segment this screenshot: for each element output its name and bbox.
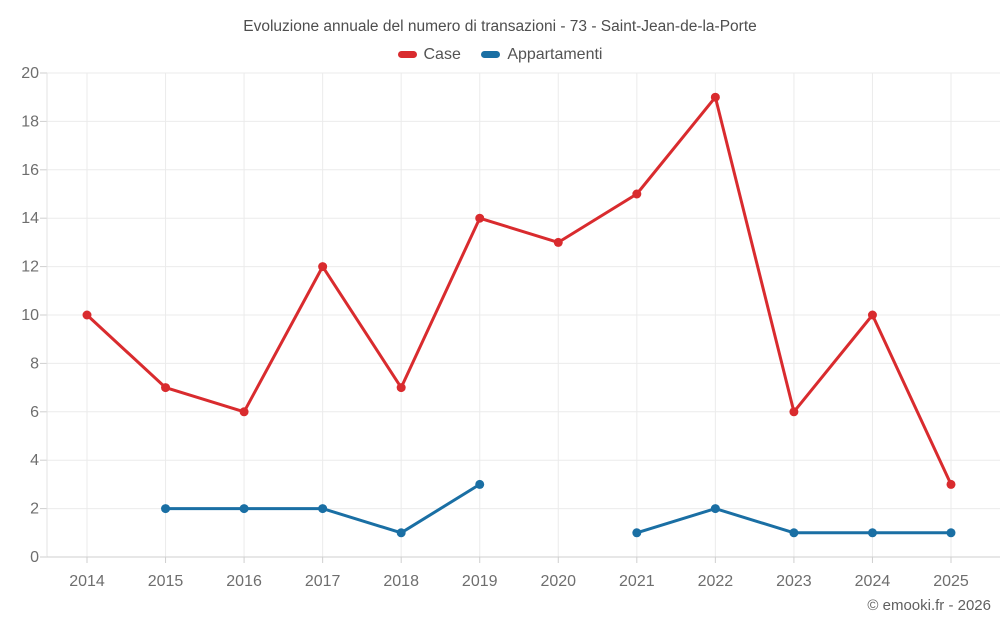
copyright-credit: © emooki.fr - 2026 [867, 597, 991, 614]
legend: Case Appartamenti [0, 45, 1000, 64]
y-axis-label: 10 [21, 307, 39, 324]
data-point-case [710, 92, 720, 102]
y-axis-label: 2 [30, 501, 39, 518]
data-point-appartamenti [789, 528, 799, 538]
y-axis-label: 0 [30, 549, 39, 566]
legend-item-appartamenti[interactable]: Appartamenti [481, 46, 602, 64]
x-axis-label: 2017 [305, 573, 341, 590]
data-point-appartamenti [867, 528, 877, 538]
x-axis-label: 2019 [462, 573, 498, 590]
data-point-case [475, 213, 485, 223]
x-axis-label: 2024 [855, 573, 891, 590]
y-axis-label: 8 [30, 355, 39, 372]
data-point-case [553, 237, 563, 247]
x-axis-label: 2014 [69, 573, 105, 590]
data-point-appartamenti [239, 504, 249, 514]
data-point-appartamenti [946, 528, 956, 538]
chart-title: Evoluzione annuale del numero di transaz… [243, 18, 757, 35]
x-axis-label: 2018 [383, 573, 419, 590]
x-axis-label: 2020 [540, 573, 576, 590]
y-axis-label: 18 [21, 113, 39, 130]
data-point-case [632, 189, 642, 199]
x-axis-label: 2025 [933, 573, 969, 590]
data-point-case [789, 407, 799, 417]
case-series-swatch [397, 51, 417, 58]
data-point-appartamenti [475, 479, 485, 489]
series-line-case [85, 95, 953, 486]
x-axis-label: 2022 [698, 573, 734, 590]
data-point-case [867, 310, 877, 320]
appartamenti-series-swatch [481, 51, 501, 58]
data-point-appartamenti [161, 504, 171, 514]
data-point-case [161, 383, 171, 393]
x-axis-label: 2023 [776, 573, 812, 590]
x-axis-label: 2016 [226, 573, 262, 590]
legend-item-case[interactable]: Case [397, 45, 461, 64]
data-point-appartamenti [710, 504, 720, 514]
y-axis-label: 16 [21, 162, 39, 179]
x-axis-label: 2015 [148, 573, 184, 590]
legend-label-case: Case [423, 45, 461, 63]
data-point-case [396, 383, 406, 393]
data-point-appartamenti [632, 528, 642, 538]
data-point-case [318, 262, 328, 272]
y-axis-label: 6 [30, 404, 39, 421]
y-axis-label: 4 [30, 452, 39, 469]
y-axis-label: 14 [21, 210, 39, 227]
y-axis-label: 20 [21, 65, 39, 82]
data-point-case [82, 310, 92, 320]
data-point-appartamenti [318, 504, 328, 514]
data-point-case [946, 479, 956, 489]
legend-label-appartamenti: Appartamenti [507, 45, 603, 63]
data-point-case [239, 407, 249, 417]
data-point-appartamenti [396, 528, 406, 538]
x-axis-label: 2021 [619, 573, 655, 590]
y-axis-label: 12 [21, 259, 39, 276]
